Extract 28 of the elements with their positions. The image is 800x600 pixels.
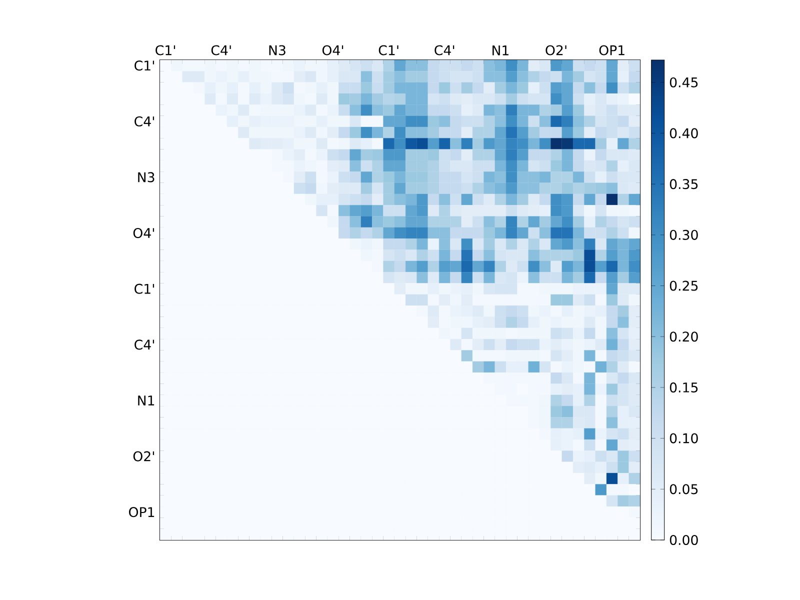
color-bar-label: 0.15 xyxy=(670,382,698,392)
color-bar-label: 0.35 xyxy=(670,179,698,190)
color-bar-label: 0.20 xyxy=(670,332,698,342)
color-bar-label: 0.30 xyxy=(670,230,698,240)
y-tick-label: C4' xyxy=(134,340,154,350)
y-tick-label: O2' xyxy=(133,451,154,462)
x-tick-label: C1' xyxy=(156,45,176,56)
y-tick-label: O4' xyxy=(133,228,154,238)
y-tick-label: N1 xyxy=(138,396,154,406)
x-tick-label: O4' xyxy=(322,45,344,56)
x-tick-label: OP1 xyxy=(599,45,624,56)
y-tick-label: OP1 xyxy=(129,507,154,518)
x-tick-label: C1' xyxy=(378,45,398,56)
color-bar-label: 0.40 xyxy=(670,128,698,138)
color-bar-label: 0.00 xyxy=(670,534,698,546)
y-tick-label: C4' xyxy=(134,116,154,126)
x-tick-label: C4' xyxy=(211,45,231,56)
y-tick-label: C1' xyxy=(134,60,154,71)
x-tick-label: N3 xyxy=(269,45,286,56)
color-bar-label: 0.45 xyxy=(670,77,698,88)
x-tick-label: N1 xyxy=(492,46,508,56)
color-bar-label: 0.10 xyxy=(670,433,698,444)
color-bar-label: 0.05 xyxy=(670,484,698,494)
color-bar-label: 0.25 xyxy=(670,280,698,291)
x-tick-label: C4' xyxy=(434,45,454,56)
y-tick-label: N3 xyxy=(138,172,154,182)
y-tick-label: C1' xyxy=(134,284,154,294)
x-tick-label: O2' xyxy=(546,45,566,56)
